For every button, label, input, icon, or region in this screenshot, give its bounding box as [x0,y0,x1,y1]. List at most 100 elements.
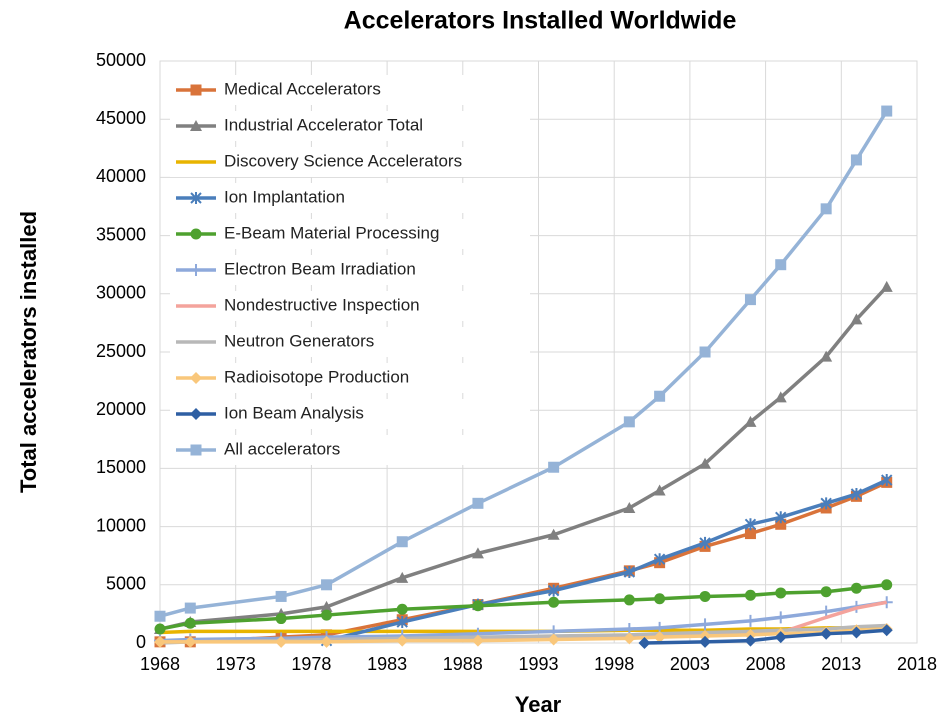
y-tick-label: 40000 [96,166,146,186]
legend-label: All accelerators [224,439,340,458]
marker [820,350,833,362]
legend-bg [170,111,530,141]
legend-bg [170,75,530,105]
marker [820,203,832,215]
marker [699,618,712,631]
marker [154,635,166,648]
marker [744,415,757,427]
marker [548,461,560,473]
marker [775,259,787,271]
legend-label: E-Beam Material Processing [224,223,439,242]
marker [154,623,166,635]
marker [396,536,408,548]
y-tick-label: 20000 [96,399,146,419]
chart-title: Accelerators Installed Worldwide [344,7,737,35]
marker [820,497,832,510]
marker [638,637,651,649]
legend-bg [170,147,530,177]
y-axis-label: Total accelerators installed [16,211,41,493]
marker [744,518,757,531]
marker [654,593,666,605]
legend-bg [170,435,530,465]
marker [744,589,756,601]
marker [744,294,756,306]
x-tick-label: 1983 [367,654,407,674]
marker [548,596,560,608]
marker [190,228,202,240]
legend-label: Ion Beam Analysis [224,403,364,422]
marker [699,346,711,358]
marker [744,528,756,540]
marker [850,313,863,325]
marker [653,631,666,644]
y-tick-label: 5000 [106,574,146,594]
legend-label: Nondestructive Inspection [224,295,420,314]
marker [623,594,635,606]
marker [623,632,636,645]
marker [623,416,635,428]
marker [880,624,893,637]
marker [744,614,757,627]
legend-bg [170,255,530,285]
marker [396,616,408,629]
x-tick-label: 1993 [518,654,558,674]
x-tick-label: 2003 [670,654,710,674]
marker [850,582,862,594]
marker [699,590,711,602]
y-tick-label: 0 [136,632,146,652]
x-tick-label: 1998 [594,654,634,674]
marker [184,617,196,629]
marker [699,635,712,648]
marker [190,264,202,276]
legend-label: Radioisotope Production [224,367,409,386]
marker [699,457,712,469]
legend-label: Electron Beam Irradiation [224,259,416,278]
legend-bg [170,291,530,321]
marker [774,631,787,644]
legend-label: Neutron Generators [224,331,374,350]
legend-label: Discovery Science Accelerators [224,151,462,170]
marker [396,571,409,583]
marker [850,626,863,639]
x-tick-label: 1988 [443,654,483,674]
marker [774,391,787,403]
marker [184,602,196,614]
y-tick-label: 15000 [96,457,146,477]
marker [190,372,202,384]
marker [850,488,863,501]
marker [654,390,666,402]
marker [850,154,862,166]
marker [190,444,202,456]
marker [653,484,666,496]
marker [774,611,787,624]
x-tick-label: 1978 [291,654,331,674]
legend-label: Ion Implantation [224,187,345,206]
marker [820,586,832,598]
marker [699,536,711,549]
x-tick-label: 2008 [746,654,786,674]
marker [471,634,484,647]
marker [320,635,333,648]
marker [472,497,484,509]
marker [653,553,666,566]
marker [275,635,288,648]
x-tick-label: 1973 [216,654,256,674]
x-tick-label: 1968 [140,654,180,674]
marker [880,280,893,292]
marker [321,609,333,621]
marker [154,610,166,622]
marker [320,600,333,612]
y-tick-label: 45000 [96,108,146,128]
marker [547,584,560,597]
marker [472,600,484,612]
marker [547,528,560,540]
x-tick-label: 2013 [821,654,861,674]
legend-label: Industrial Accelerator Total [224,115,423,134]
marker [820,627,833,640]
marker [547,633,560,646]
marker [190,192,202,204]
marker [775,511,787,524]
marker [881,579,893,591]
marker [623,565,636,578]
